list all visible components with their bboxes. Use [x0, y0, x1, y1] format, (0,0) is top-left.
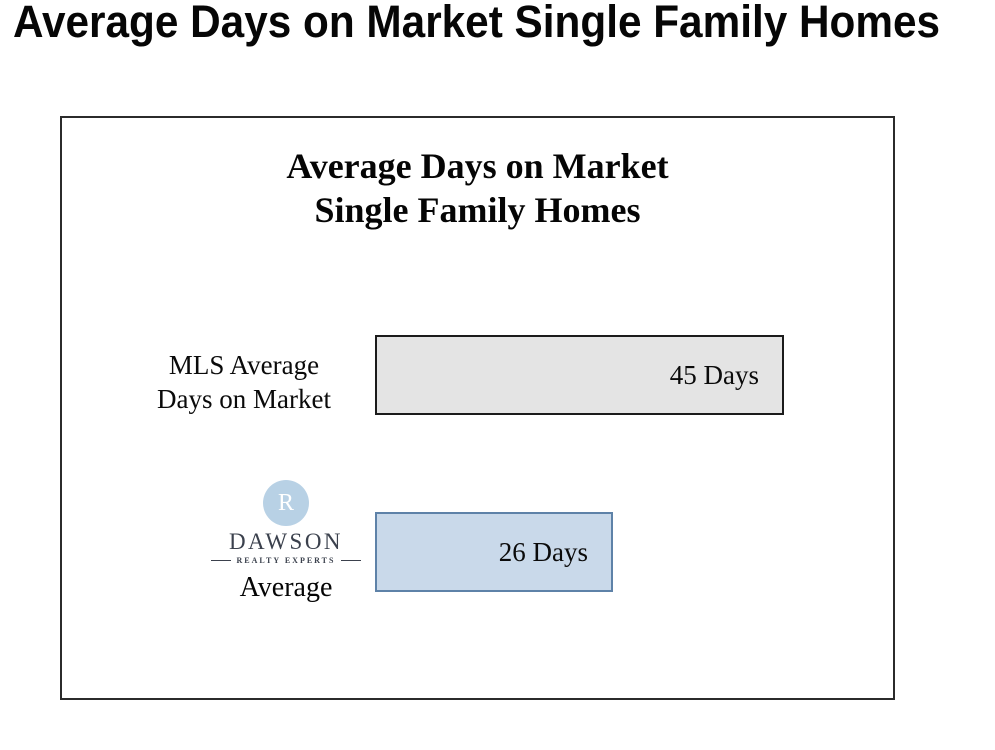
- dawson-brand-subtitle-text: REALTY EXPERTS: [236, 556, 336, 565]
- mls-bar-label: MLS Average Days on Market: [124, 348, 364, 416]
- chart-title-line1: Average Days on Market: [286, 146, 669, 186]
- mls-bar-value: 45 Days: [669, 359, 759, 390]
- chart-frame: Average Days on Market Single Family Hom…: [60, 116, 895, 700]
- mls-bar-label-line1: MLS Average: [168, 350, 320, 380]
- dawson-brand-name: DAWSON: [228, 529, 344, 554]
- dawson-brand-subtitle: REALTY EXPERTS: [210, 556, 362, 565]
- dawson-bar-value: 26 Days: [498, 536, 588, 567]
- subtitle-left-dash: [210, 560, 231, 561]
- dawson-bar: 26 Days: [375, 512, 613, 592]
- chart-title: Average Days on Market Single Family Hom…: [62, 144, 893, 232]
- subtitle-right-dash: [341, 560, 362, 561]
- page-title: Average Days on Market Single Family Hom…: [13, 0, 941, 47]
- dawson-monogram-icon: R: [263, 480, 309, 526]
- dawson-average-label: Average: [239, 572, 333, 603]
- mls-bar: 45 Days: [375, 335, 784, 415]
- dawson-logo: R DAWSON REALTY EXPERTS Average: [206, 480, 366, 604]
- mls-bar-label-line2: Days on Market: [157, 384, 331, 414]
- chart-title-line2: Single Family Homes: [314, 190, 641, 230]
- dawson-monogram-letter: R: [277, 489, 294, 516]
